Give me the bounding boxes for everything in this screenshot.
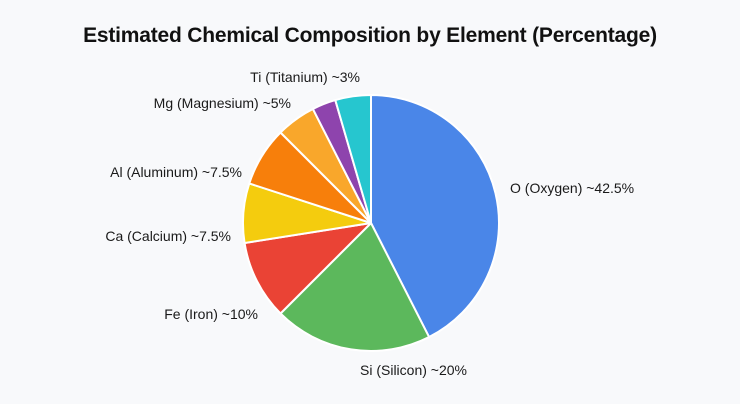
slice-label-3: Ca (Calcium) ~7.5%	[105, 228, 231, 244]
slice-label-2: Fe (Iron) ~10%	[164, 306, 258, 322]
slice-label-5: Mg (Magnesium) ~5%	[154, 95, 291, 111]
pie-slice-2	[243, 222, 372, 315]
pie-slice-7	[334, 94, 372, 224]
slice-label-6: Ti (Titanium) ~3%	[250, 69, 360, 85]
slice-label-0: O (Oxygen) ~42.5%	[510, 180, 634, 196]
pie-slices	[242, 94, 500, 352]
chart-title: Estimated Chemical Composition by Elemen…	[83, 24, 657, 47]
slice-label-4: Al (Aluminum) ~7.5%	[110, 164, 242, 180]
slice-label-1: Si (Silicon) ~20%	[360, 362, 467, 378]
pie-labels: O (Oxygen) ~42.5% Si (Silicon) ~20% Fe (Ir…	[105, 69, 634, 378]
pie-slice-0	[370, 94, 500, 339]
pie-slice-1	[279, 222, 431, 352]
